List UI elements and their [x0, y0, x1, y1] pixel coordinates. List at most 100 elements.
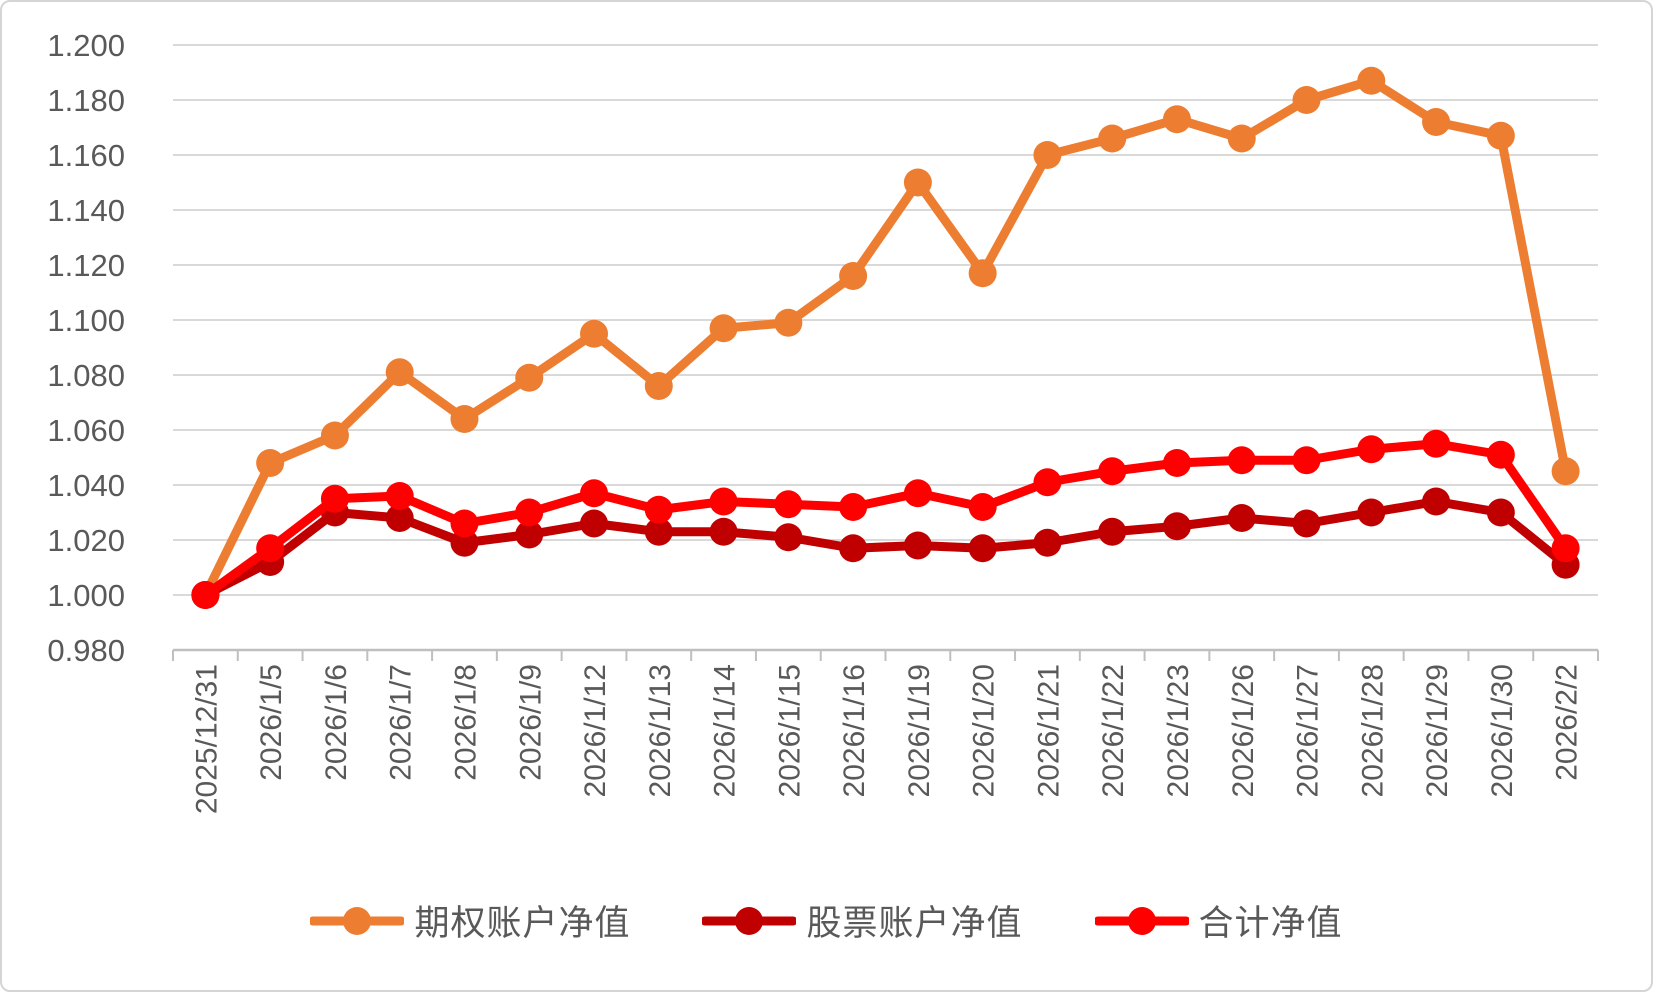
series-stock-account-line	[200, 497, 1571, 600]
series-total-line	[200, 439, 1571, 600]
legend-label: 期权账户净值	[414, 904, 631, 943]
x-axis-label: 2026/1/21	[1032, 664, 1065, 797]
series-total-data-point	[1098, 457, 1127, 486]
series-option-account-data-point	[1292, 86, 1321, 114]
series-option-account-data-point	[515, 363, 544, 392]
x-axis-label: 2026/1/15	[773, 664, 806, 797]
legend-marker-icon	[702, 906, 797, 935]
x-axis-label: 2026/1/7	[385, 664, 418, 781]
series-total-data-point	[580, 479, 609, 508]
series-option-account-data-point	[1486, 121, 1515, 150]
series-stock-account-data-point	[1486, 498, 1515, 527]
series-option-account-data-point	[450, 405, 479, 433]
x-axis-label: 2026/1/29	[1421, 664, 1454, 797]
y-axis-label: 0.980	[47, 633, 125, 668]
series-total-data-point	[450, 509, 479, 538]
series-stock-account-data-point	[385, 504, 414, 532]
series-total-data-point	[839, 493, 868, 521]
series-total-data-point	[1486, 440, 1515, 469]
series-total-data-point	[1357, 435, 1386, 464]
y-axis-label: 1.020	[47, 523, 125, 558]
series-option-account-data-point	[903, 168, 932, 197]
series-option-account-line	[200, 76, 1571, 600]
series-total-data-point	[968, 493, 997, 521]
series-total-data-point	[903, 479, 932, 508]
legend-label: 股票账户净值	[806, 904, 1023, 943]
x-axis-label: 2026/1/5	[255, 664, 288, 781]
legend-item-option-account: 期权账户净值	[310, 895, 630, 946]
series-option-account-data-point	[1422, 108, 1451, 136]
series-option-account-data-point	[968, 259, 997, 288]
legend-marker-icon	[1094, 906, 1189, 935]
series-option-account-data-point	[385, 358, 414, 387]
series-total-data-point	[1292, 446, 1321, 475]
x-axis-label: 2026/1/26	[1227, 664, 1260, 797]
series-total-data-point	[1162, 449, 1191, 477]
series-total-data-point	[1422, 429, 1451, 458]
series-stock-account-data-point	[580, 509, 609, 538]
series-option-account-data-point	[1162, 105, 1191, 134]
series-total-data-point	[774, 490, 803, 519]
x-axis-label: 2025/12/31	[190, 664, 223, 814]
x-axis-label: 2026/1/12	[579, 664, 612, 797]
x-axis-label: 2026/1/19	[903, 664, 936, 797]
legend-marker-icon	[310, 906, 405, 935]
series-stock-account-data-point	[1292, 509, 1321, 538]
x-axis-label: 2026/1/13	[644, 664, 677, 797]
series-total-data-point	[644, 495, 673, 524]
series-option-account-data-point	[839, 262, 868, 290]
series-total-data-point	[320, 484, 349, 513]
series-option-account-data-point	[1227, 124, 1256, 153]
series-stock-account-data-point	[1357, 498, 1386, 527]
series-option-account-data-point	[709, 314, 738, 343]
series-total-data-point	[191, 581, 220, 609]
x-axis-label: 2026/1/23	[1162, 664, 1195, 797]
series-total-data-point	[709, 487, 738, 516]
x-axis-label: 2026/1/9	[514, 664, 547, 781]
series-stock-account-data-point	[839, 534, 868, 563]
y-axis-label: 1.080	[47, 358, 125, 393]
series-stock-account-data-point	[1422, 487, 1451, 516]
y-axis-label: 1.200	[47, 28, 125, 63]
x-axis-label: 2026/1/6	[320, 664, 353, 781]
x-axis-label: 2026/1/20	[968, 664, 1001, 797]
series-total-data-point	[385, 482, 414, 510]
series-total-data-point	[1227, 446, 1256, 475]
x-axis-label: 2026/2/2	[1551, 664, 1584, 781]
x-axis-label: 2026/1/28	[1356, 664, 1389, 797]
x-axis-label: 2026/1/30	[1486, 664, 1519, 797]
series-stock-account-data-point	[774, 523, 803, 552]
x-axis-label: 2026/1/27	[1292, 664, 1325, 797]
y-axis-label: 1.040	[47, 468, 125, 503]
series-total-data-point	[256, 534, 285, 563]
series-option-account-data-point	[774, 308, 803, 337]
legend-item-total: 合计净值	[1094, 895, 1343, 946]
y-axis-label: 1.120	[47, 248, 125, 283]
series-option-account-data-point	[644, 372, 673, 400]
series-option-account-data-point	[1357, 66, 1386, 95]
series-stock-account-data-point	[1162, 512, 1191, 541]
series-option-account-data-point	[1551, 457, 1580, 486]
legend-item-stock-account: 股票账户净值	[702, 895, 1022, 946]
y-axis-label: 1.000	[47, 578, 125, 613]
series-stock-account-data-point	[515, 520, 544, 549]
x-axis-label: 2026/1/8	[449, 664, 482, 781]
chart-legend: 期权账户净值 股票账户净值 合计净值	[2, 895, 1651, 946]
series-stock-account-data-point	[450, 528, 479, 557]
chart-svg: 0.980 1.000 1.020 1.040 1.060 1.080 1.100 1.120…	[47, 28, 1599, 814]
series-option-account-data-point	[1033, 141, 1062, 169]
series-stock-account-data-point	[968, 534, 997, 563]
y-axis-label: 1.180	[47, 83, 125, 118]
plot-area: 0.980 1.000 1.020 1.040 1.060 1.080 1.100 1.120…	[2, 2, 1651, 882]
series-option-account-data-point	[320, 421, 349, 450]
series-total-data-point	[515, 498, 544, 527]
series-option-account-data-point	[1098, 124, 1127, 153]
x-axis-label: 2026/1/14	[709, 664, 742, 797]
legend-label: 合计净值	[1198, 904, 1343, 943]
y-axis-label: 1.160	[47, 138, 125, 173]
series-stock-account-data-point	[709, 517, 738, 546]
series-stock-account-data-point	[644, 517, 673, 546]
y-axis-label: 1.060	[47, 413, 125, 448]
x-axis-label: 2026/1/16	[838, 664, 871, 797]
